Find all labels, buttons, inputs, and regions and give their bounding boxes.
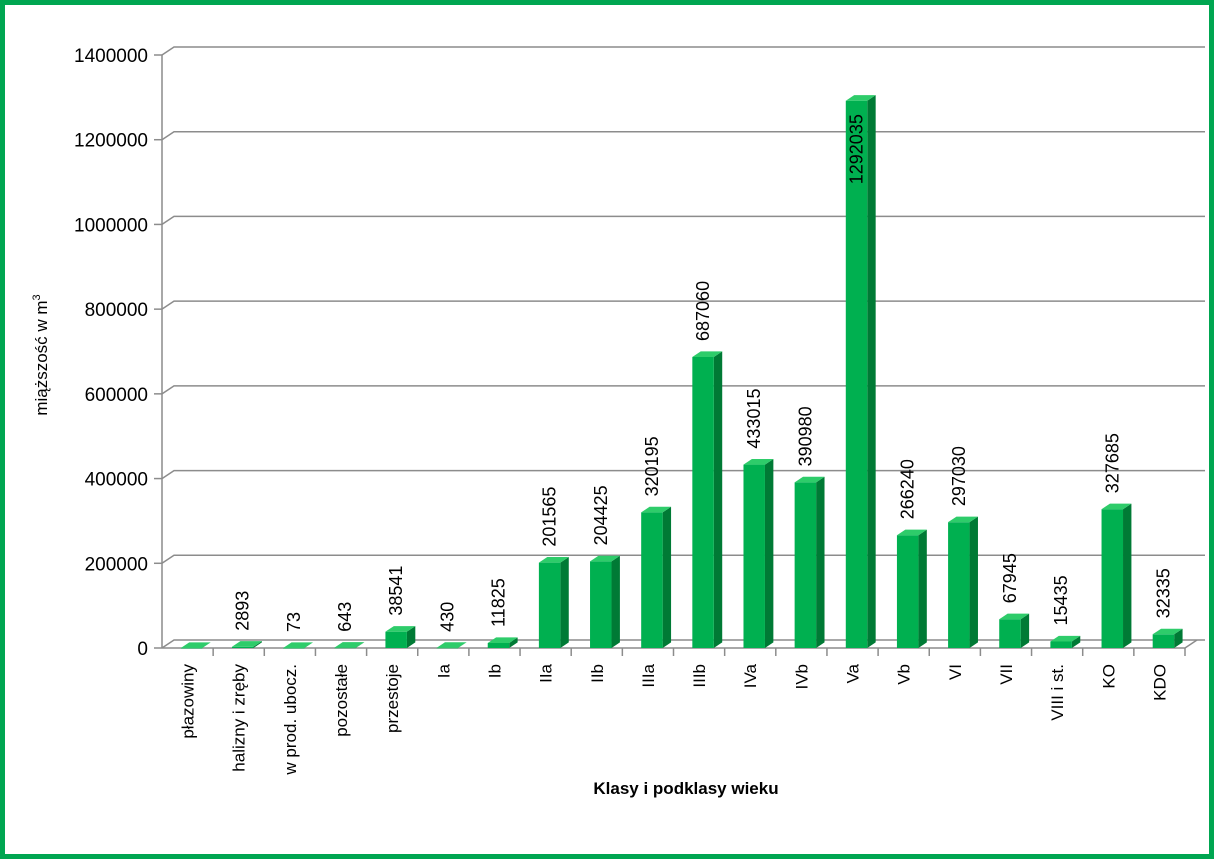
data-label: 320195 [642,436,662,496]
category-label: Va [844,663,863,683]
bar [283,642,314,649]
gridlines [154,46,1205,649]
category-label: IIIa [639,663,658,687]
data-label: 433015 [744,389,764,449]
data-label: 15435 [1051,575,1071,625]
category-label: pozostałe [332,664,351,737]
bars [180,95,1186,656]
category-label: KO [1099,664,1118,689]
bar [385,626,416,648]
data-label: 643 [335,602,355,632]
x-axis-line [162,639,1198,649]
bar [948,516,978,648]
gridline [161,215,1205,226]
category-label: IIIb [690,664,709,688]
bar [692,351,723,648]
bar [1101,503,1132,648]
y-tick-label: 400000 [85,470,148,491]
data-labels: 2893 73 643 38541 430 11825 201565 204425 320195… [233,114,1174,632]
y-tick-label: 1400000 [74,46,148,67]
bar [487,637,518,648]
data-label: 32335 [1153,568,1173,618]
bar [896,529,927,648]
gridline [161,130,1205,141]
x-axis-label: Klasy i podklasy wieku [593,779,778,798]
data-label: 297030 [949,446,969,506]
category-label: VIII i st. [1048,664,1067,721]
bar [180,642,211,649]
data-label: 327685 [1102,433,1122,493]
y-tick-label: 200000 [85,554,148,575]
gridline [161,639,1205,649]
bar [1152,628,1183,648]
category-label: KDO [1150,664,1169,701]
gridline [161,385,1205,395]
bar [334,642,365,649]
category-label: Ia [434,663,453,678]
gridline [161,300,1205,310]
category-labels: płazowiny halizny i zręby w prod. ubocz. po… [179,663,1170,775]
data-label: 201565 [540,487,560,547]
category-label: IVa [741,663,760,688]
data-label: 687060 [693,281,713,341]
y-axis-label: miąższość w m3 [31,294,51,415]
y-tick-label: 1200000 [74,131,148,152]
y-tick-label: 1000000 [74,215,148,236]
category-label: VII [997,664,1016,685]
y-tick-label: 800000 [85,300,148,321]
bar [845,95,876,649]
data-label: 430 [437,602,457,632]
data-label: 390980 [795,406,815,466]
data-label: 67945 [1000,553,1020,603]
bar [1050,635,1081,648]
data-label: 2893 [233,591,253,631]
data-label: 11825 [488,578,508,627]
data-label: 38541 [386,566,406,616]
bar [231,641,262,648]
data-label: 1292035 [847,114,867,184]
bar [743,458,774,648]
category-label: IVb [792,664,811,690]
category-label: halizny i zręby [230,664,249,772]
gridline [161,554,1205,564]
bar [436,642,467,649]
category-label: IIb [588,664,607,683]
bar [794,476,825,648]
bar [999,613,1030,648]
y-tick-labels: 0 200000 400000 600000 800000 1000000 1200000 1… [74,46,148,660]
gridline [161,469,1205,480]
category-label: VI [946,664,965,680]
bar [590,555,620,648]
data-label: 73 [284,612,304,632]
category-label: w prod. ubocz. [281,664,300,776]
y-tick-label: 0 [137,639,148,660]
bar [538,557,569,648]
bar-chart: 0 200000 400000 600000 800000 1000000 1200000 1… [31,46,1205,798]
data-label: 204425 [591,485,611,545]
gridline [161,46,1205,56]
category-label: płazowiny [179,664,198,739]
y-tick-label: 600000 [85,385,148,406]
category-label: IIa [537,663,556,682]
bar [641,506,672,648]
category-label: Ib [485,664,504,678]
data-label: 266240 [898,459,918,519]
category-label: przestoje [383,664,402,733]
category-label: Vb [895,664,914,685]
